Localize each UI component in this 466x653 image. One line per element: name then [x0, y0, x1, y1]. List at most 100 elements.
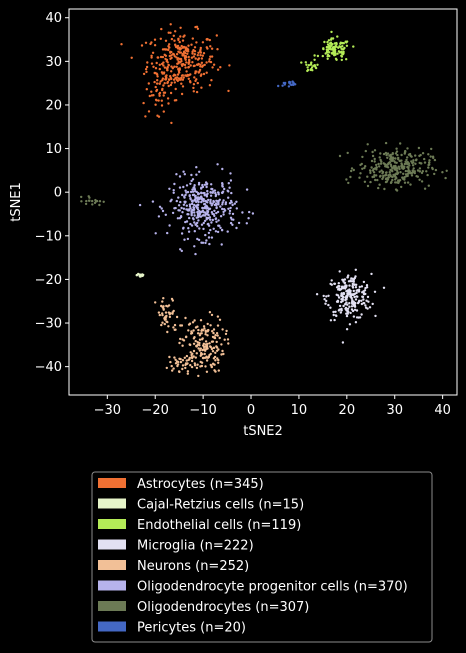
scatter-point — [213, 209, 216, 212]
scatter-point — [352, 304, 356, 308]
scatter-point — [197, 238, 201, 242]
scatter-point — [207, 328, 210, 332]
scatter-point — [351, 302, 354, 305]
scatter-point — [162, 61, 165, 64]
scatter-point — [300, 61, 303, 64]
scatter-point — [168, 315, 172, 319]
scatter-point — [384, 171, 388, 174]
scatter-point — [419, 162, 423, 165]
scatter-point — [164, 213, 167, 216]
scatter-point — [210, 79, 213, 82]
scatter-point — [186, 372, 189, 375]
scatter-point — [397, 156, 400, 160]
scatter-point — [341, 341, 345, 344]
scatter-point — [80, 200, 83, 203]
scatter-point — [209, 194, 213, 197]
scatter-point — [369, 180, 372, 184]
scatter-point — [144, 41, 148, 44]
scatter-point — [202, 52, 206, 55]
scatter-point — [221, 191, 224, 195]
scatter-point — [220, 243, 223, 246]
scatter-point — [228, 209, 232, 213]
scatter-point — [88, 199, 91, 202]
scatter-point — [216, 334, 219, 337]
scatter-point — [210, 211, 214, 214]
legend-swatch — [98, 478, 126, 488]
scatter-point — [140, 44, 144, 47]
scatter-point — [203, 352, 206, 356]
scatter-point — [335, 286, 339, 289]
scatter-point — [196, 208, 200, 211]
scatter-point — [202, 325, 206, 328]
scatter-point — [185, 204, 188, 207]
scatter-point — [222, 210, 225, 214]
scatter-point — [381, 177, 384, 181]
scatter-point — [167, 78, 171, 81]
scatter-point — [340, 51, 343, 54]
scatter-point — [161, 72, 164, 75]
y-tick-label: −20 — [35, 273, 62, 288]
scatter-point — [196, 363, 199, 366]
scatter-point — [217, 191, 220, 194]
scatter-point — [373, 149, 377, 152]
scatter-point — [215, 332, 219, 335]
scatter-point — [397, 179, 400, 182]
scatter-point — [219, 215, 223, 218]
y-tick-label: 30 — [45, 55, 62, 70]
scatter-point — [195, 216, 198, 219]
scatter-point — [189, 182, 192, 185]
scatter-point — [212, 227, 215, 230]
scatter-point — [138, 203, 142, 207]
scatter-point — [326, 53, 330, 56]
scatter-point — [307, 63, 311, 67]
scatter-point — [169, 31, 172, 34]
scatter-point — [196, 81, 199, 85]
scatter-point — [210, 47, 214, 50]
scatter-point — [200, 86, 203, 89]
scatter-point — [352, 293, 356, 296]
scatter-point — [202, 191, 205, 195]
scatter-point — [192, 355, 195, 358]
scatter-point — [346, 276, 349, 279]
scatter-point — [207, 231, 211, 235]
scatter-point — [189, 190, 193, 194]
scatter-point — [170, 37, 174, 41]
scatter-point — [345, 41, 348, 44]
scatter-point — [207, 355, 211, 359]
scatter-point — [175, 199, 178, 203]
scatter-point — [378, 183, 381, 186]
scatter-point — [197, 183, 201, 186]
scatter-point — [235, 207, 238, 210]
scatter-point — [419, 153, 422, 157]
scatter-point — [190, 173, 193, 177]
scatter-point — [207, 216, 210, 220]
scatter-point — [211, 187, 214, 191]
y-tick-label: −10 — [35, 229, 62, 244]
scatter-point — [385, 177, 388, 180]
scatter-point — [192, 186, 195, 189]
scatter-point — [329, 306, 332, 309]
scatter-point — [164, 317, 167, 321]
scatter-point — [204, 333, 207, 336]
scatter-point — [153, 80, 156, 84]
scatter-point — [348, 305, 351, 308]
scatter-point — [360, 313, 363, 316]
scatter-point — [151, 200, 155, 203]
scatter-point — [325, 48, 329, 51]
scatter-point — [324, 302, 327, 305]
scatter-point — [207, 198, 210, 202]
scatter-point — [188, 58, 191, 61]
scatter-point — [201, 337, 204, 340]
scatter-point — [216, 324, 220, 327]
scatter-point — [171, 299, 174, 302]
scatter-point — [161, 321, 164, 324]
scatter-point — [192, 90, 195, 93]
scatter-point — [148, 94, 151, 98]
scatter-point — [162, 297, 165, 300]
scatter-point — [186, 237, 190, 241]
scatter-point — [195, 78, 198, 81]
scatter-point — [406, 174, 409, 178]
scatter-point — [327, 294, 330, 297]
scatter-point — [209, 198, 212, 202]
scatter-point — [217, 358, 220, 362]
